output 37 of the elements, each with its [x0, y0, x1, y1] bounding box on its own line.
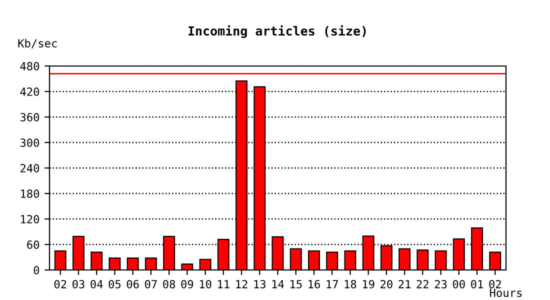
x-tick-label: 23	[434, 280, 447, 288]
x-tick-label: 00	[452, 280, 465, 288]
x-tick-label: 02	[54, 280, 66, 288]
y-tick-label: 0	[34, 266, 40, 274]
x-tick-label: 14	[272, 280, 284, 288]
x-tick-label: 18	[344, 280, 356, 288]
x-tick-label: 05	[108, 280, 121, 288]
y-tick-label: 480	[20, 62, 40, 70]
x-tick-label: 08	[163, 280, 176, 288]
x-tick-label: 11	[218, 280, 230, 288]
x-tick-label: 09	[181, 280, 194, 288]
x-tick-label: 20	[380, 280, 392, 288]
x-tick-label: 04	[90, 280, 103, 288]
y-tick-label: 420	[20, 88, 40, 96]
x-axis-title: Hours	[490, 288, 522, 298]
x-tick-label: 15	[290, 280, 302, 288]
y-tick-label: 360	[20, 113, 40, 122]
y-tick-label: 60	[27, 240, 40, 249]
x-tick-label: 19	[362, 280, 374, 288]
x-tick-label: 10	[200, 280, 212, 288]
x-tick-label: 06	[126, 280, 139, 288]
y-tick-label: 240	[20, 164, 40, 172]
y-tick-label: 180	[21, 190, 40, 198]
y-tick-label: 300	[20, 138, 40, 147]
x-tick-label: 21	[398, 280, 410, 288]
x-tick-label: 02	[489, 280, 501, 288]
x-tick-label: 07	[144, 280, 157, 288]
y-axis-title: Kb/sec	[18, 38, 57, 48]
x-tick-label: 16	[308, 280, 320, 288]
chart-title: Incoming articles (size)	[188, 25, 366, 38]
x-tick-label: 03	[72, 280, 84, 288]
y-tick-label: 120	[21, 215, 40, 224]
x-tick-label: 13	[254, 280, 266, 288]
x-tick-label: 01	[471, 280, 483, 288]
x-tick-label: 17	[326, 280, 338, 288]
x-tick-label: 12	[236, 280, 248, 288]
x-tick-label: 22	[416, 280, 428, 288]
